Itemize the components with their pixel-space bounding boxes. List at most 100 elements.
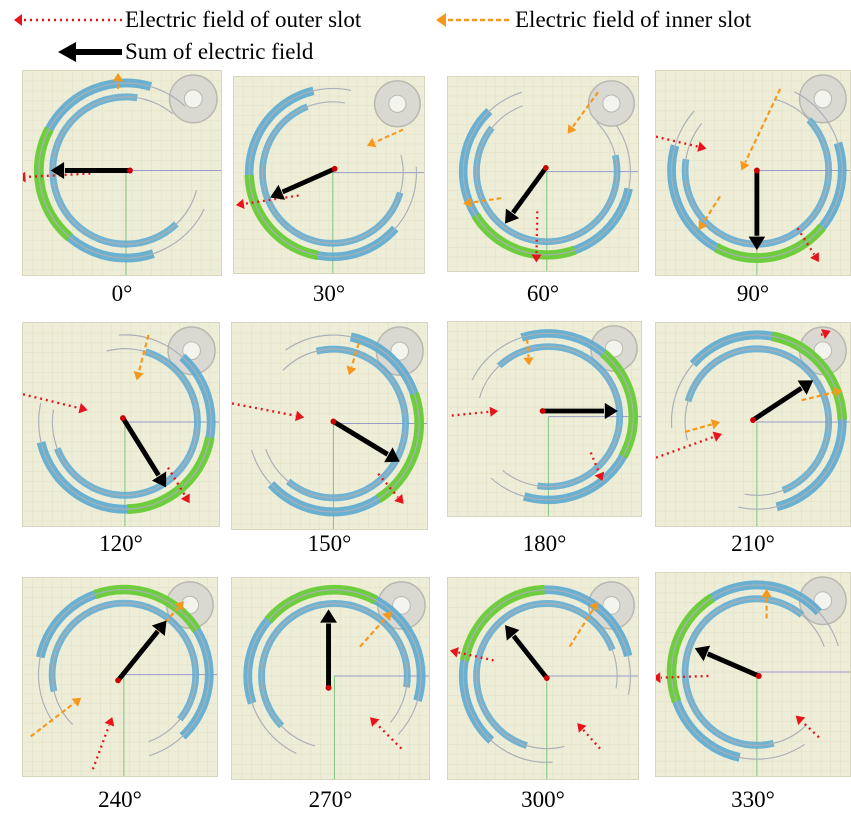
feed-disc-icon bbox=[167, 326, 216, 376]
feed-disc-icon bbox=[168, 74, 218, 124]
legend: Electric field of outer slot Electric fi… bbox=[0, 0, 851, 70]
field-plot bbox=[656, 573, 850, 776]
inner-slot-field-arrow bbox=[801, 387, 843, 402]
field-plot bbox=[23, 323, 219, 526]
origin-dot bbox=[325, 684, 332, 691]
simulation-panel bbox=[22, 322, 220, 527]
outer-slot-field-arrow bbox=[820, 329, 831, 339]
origin-dot bbox=[331, 165, 338, 172]
outer-slot-field-arrow bbox=[23, 171, 91, 183]
origin-dot bbox=[755, 673, 762, 679]
outer-slot-field-arrow bbox=[369, 717, 403, 750]
sum-field-arrow bbox=[116, 620, 167, 682]
panel-angle-label: 150° bbox=[307, 531, 352, 556]
origin-dot bbox=[120, 415, 126, 422]
feed-disc-icon bbox=[373, 80, 421, 128]
inner-slot-field-arrow bbox=[112, 72, 124, 89]
panel-angle-label: 330° bbox=[731, 787, 775, 812]
simulation-panel bbox=[231, 577, 430, 780]
inner-slot-field-arrow bbox=[30, 697, 82, 738]
sum-field-arrow bbox=[751, 380, 814, 423]
sum-field-arrow bbox=[270, 166, 336, 200]
field-plot bbox=[448, 578, 638, 779]
panel-angle-label: 180° bbox=[522, 531, 567, 556]
legend-outer-label: Electric field of outer slot bbox=[125, 7, 362, 32]
outer-slot-field-arrow bbox=[531, 211, 542, 263]
simulation-panel bbox=[655, 572, 851, 777]
outer-slot-field-arrow bbox=[167, 466, 190, 504]
inner-slot-field-arrow bbox=[698, 195, 721, 231]
slot-rings bbox=[458, 83, 636, 260]
outer-slot-field-arrow bbox=[449, 647, 494, 662]
outer-slot-field-arrow bbox=[795, 715, 820, 739]
panel-angle-label: 120° bbox=[99, 531, 143, 556]
field-plot bbox=[656, 323, 850, 526]
simulation-panel bbox=[655, 322, 851, 527]
simulation-panel bbox=[22, 70, 222, 276]
field-plot bbox=[448, 77, 638, 271]
outer-slot-field-arrow bbox=[91, 717, 115, 770]
feed-disc-icon bbox=[165, 581, 214, 629]
panel-angle-label: 300° bbox=[521, 787, 565, 812]
inner-slot-field-arrow bbox=[684, 419, 721, 433]
slot-rings bbox=[666, 329, 848, 515]
inner-slot-field-arrow bbox=[523, 338, 534, 366]
inner-slot-field-arrow bbox=[367, 128, 404, 148]
outer-slot-field-arrow bbox=[577, 723, 601, 750]
panel-angle-label: 60° bbox=[526, 281, 560, 306]
outer-slot-field-arrow bbox=[23, 393, 88, 414]
legend-sum-label: Sum of electric field bbox=[125, 39, 314, 64]
slot-rings bbox=[458, 584, 636, 768]
slot-rings bbox=[33, 329, 217, 515]
outer-slot-field-arrow bbox=[589, 452, 605, 481]
sum-field-arrow bbox=[505, 166, 548, 224]
sum-field-arrow bbox=[694, 645, 760, 679]
inner-slot-field-arrow bbox=[346, 342, 360, 376]
feed-disc-icon bbox=[375, 326, 424, 377]
field-plot bbox=[656, 71, 850, 275]
legend-inner-label: Electric field of inner slot bbox=[515, 7, 752, 32]
feed-disc-icon bbox=[587, 80, 635, 127]
slot-rings bbox=[458, 328, 639, 505]
simulation-panel bbox=[655, 70, 851, 276]
slot-rings bbox=[242, 584, 427, 768]
legend-outer-arrow-icon bbox=[14, 14, 122, 26]
outer-slot-field-arrow bbox=[232, 402, 305, 422]
simulation-panel bbox=[447, 76, 639, 272]
field-plot bbox=[234, 77, 424, 273]
sum-field-arrow bbox=[320, 609, 337, 688]
field-plot bbox=[23, 578, 217, 776]
inner-slot-field-arrow bbox=[761, 588, 772, 619]
legend-symbols bbox=[14, 13, 512, 62]
field-plot bbox=[23, 71, 221, 275]
sum-field-arrow bbox=[120, 416, 167, 488]
outer-slot-field-arrow bbox=[656, 672, 709, 683]
feed-disc-icon bbox=[798, 326, 847, 376]
panel-angle-label: 270° bbox=[308, 787, 353, 812]
sum-field-arrow bbox=[332, 419, 400, 463]
field-plot bbox=[448, 322, 641, 516]
feed-disc-icon bbox=[798, 74, 847, 124]
origin-dot bbox=[750, 417, 756, 424]
sum-field-arrow bbox=[50, 161, 130, 180]
inner-slot-field-arrow bbox=[740, 88, 782, 171]
inner-slot-field-arrow bbox=[568, 601, 599, 648]
panel-angle-label: 30° bbox=[312, 281, 346, 306]
slot-rings bbox=[33, 584, 215, 765]
simulation-panel bbox=[233, 76, 425, 274]
origin-dot bbox=[543, 675, 550, 681]
inner-slot-field-arrow bbox=[133, 334, 150, 381]
inner-slot-field-arrow bbox=[567, 91, 599, 134]
panel-angle-label: 90° bbox=[736, 281, 770, 306]
feed-disc-icon bbox=[587, 581, 635, 630]
sum-field-arrow bbox=[542, 402, 618, 420]
slot-rings bbox=[244, 83, 422, 262]
sum-field-arrow bbox=[505, 625, 549, 680]
slot-rings bbox=[666, 579, 848, 765]
simulation-panel bbox=[447, 577, 639, 780]
legend-sum-arrow-icon bbox=[58, 42, 122, 62]
inner-slot-field-arrow bbox=[463, 197, 502, 208]
simulation-panel bbox=[231, 322, 428, 530]
outer-slot-field-arrow bbox=[235, 194, 299, 209]
legend-inner-arrow-icon bbox=[436, 13, 512, 27]
